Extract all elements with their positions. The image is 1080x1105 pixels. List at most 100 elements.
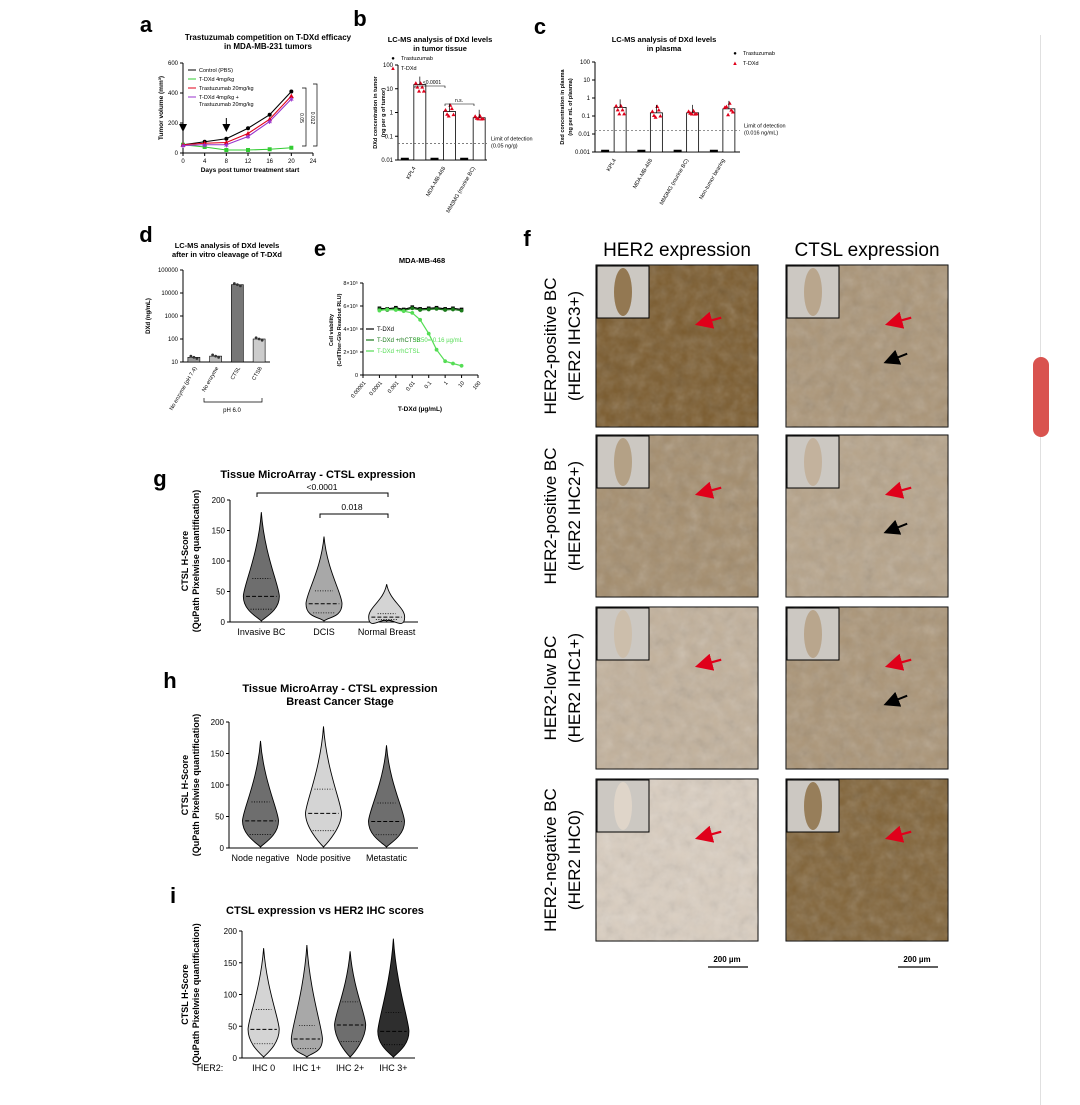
y-tick-label: 200 [224,927,238,936]
inset-tissue [614,268,632,316]
legend-label: T-DXd +rhCTSB [377,338,421,344]
x-tick-label: 16 [266,159,273,165]
legend-marker-tdxd: ▲ [390,66,396,72]
y-tick-label: 100 [383,63,394,69]
data-point [385,307,390,312]
sig-bracket [414,85,446,88]
panel-d-title: after in vitro cleavage of T-DXd [172,250,282,259]
x-tick-label: IHC 2+ [336,1063,364,1073]
y-tick-label: 0 [355,373,358,379]
y-tick-label: 100 [224,991,238,1000]
x-tick-label: 8 [225,159,229,165]
y-tick-label: 100 [580,60,591,66]
violin [242,740,279,848]
x-tick-label: Node positive [296,853,351,863]
legend-label: T-DXd 4mg/kg + [199,95,239,101]
y-tick-label: 1 [390,111,394,117]
row-label: (HER2 IHC0) [565,810,584,910]
x-tick-label: 20 [288,159,295,165]
y-tick-label: 2×10⁵ [343,349,358,356]
y-tick-label: 0.1 [385,134,394,140]
y-axis-label: Cell viability [329,313,335,346]
data-point [445,112,450,116]
y-tick-label: 10000 [161,291,178,297]
data-point [418,317,423,322]
data-point [689,111,694,116]
data-point [451,361,455,366]
red-arrow [694,825,722,843]
data-point [267,112,272,117]
panel-b-title: LC-MS analysis of DXd levels [388,35,493,44]
data-point [658,113,663,118]
y-tick-label: 4×10⁵ [343,326,358,333]
violin [242,512,280,622]
data-point [223,140,229,145]
panel-letter-i: i [170,883,176,908]
sig-bracket [313,83,318,147]
x-axis-label: T-DXd (µg/mL) [398,406,442,413]
inset-tissue [804,782,822,830]
x-tick-label: 4 [203,159,207,165]
data-point [730,109,735,114]
inset-tissue [614,438,632,486]
data-point [288,93,294,98]
data-point [238,284,242,288]
ic50-annotation: IC50= 0.16 µg/mL [415,338,464,344]
inset-tissue [804,610,822,658]
x-tick-label: Metastatic [366,853,408,863]
y-tick-label: 100 [212,557,226,566]
legend-label: T-DXd +rhCTSL [377,349,421,355]
x-tick-label: KPL4 [606,158,618,173]
x-tick-label: 0.0001 [369,380,384,397]
y-tick-label: 50 [228,1022,237,1031]
data-point [413,81,418,85]
data-point [192,355,196,359]
bar-tdxd [443,111,456,161]
y-tick-label: 0.01 [381,158,393,164]
legend-marker-trastuzumab: ● [733,51,737,57]
legend-label: T-DXd 4mg/kg [199,77,234,83]
scrollbar-thumb[interactable] [1033,357,1049,437]
data-point [726,112,731,117]
panel-letter-g: g [153,466,166,491]
data-point [434,347,439,352]
data-point: ✱ [202,142,207,149]
y-tick-label: 0 [233,1054,238,1063]
x-tick-label: CTSL [230,366,242,381]
data-point [393,308,398,312]
lod-label: Limit of detection [744,123,786,129]
panel-letter-b: b [353,6,366,31]
y-axis-label: (QuPath Pixelwise quantification) [191,714,201,857]
violin [305,536,343,622]
x-tick-label: 24 [310,159,317,165]
x-tick-label: CTSB [251,366,264,382]
y-axis-label: CTSL H-Score [180,964,190,1024]
data-point [224,148,229,152]
y-axis-label: (CellTiter-Glo Readout RLU) [337,293,343,366]
panel-g: 0 50 100 150 200 CTSL H-Score (QuPath Pixelwis… [180,469,418,637]
lod-label: (0.016 ng/mL) [744,130,778,136]
x-tick-label: MDA-MB-468 [632,158,654,190]
y-tick-label: 50 [216,588,225,597]
data-point [254,336,258,340]
x-tick-label: Node negative [231,853,289,863]
row-label: HER2-negative BC [541,788,560,932]
red-arrow [884,311,912,329]
data-point [615,107,620,112]
scalebar-label: 200 µm [903,955,930,964]
data-point [202,140,208,146]
data-point [617,111,622,116]
x-tick-label: 12 [245,159,252,165]
sig-bracket [319,513,389,518]
x-tick-label: MM3MG (murine BC) [659,158,690,206]
scrollbar-track[interactable] [1040,35,1041,1105]
panel-letter-c: c [534,14,546,39]
x-tick-label: 0.01 [405,380,416,392]
lod-label: (0.05 ng/g) [491,143,518,149]
data-point [417,89,422,93]
data-point [235,283,239,287]
red-arrow [694,481,722,499]
x-tick-label: 0 [181,159,185,165]
